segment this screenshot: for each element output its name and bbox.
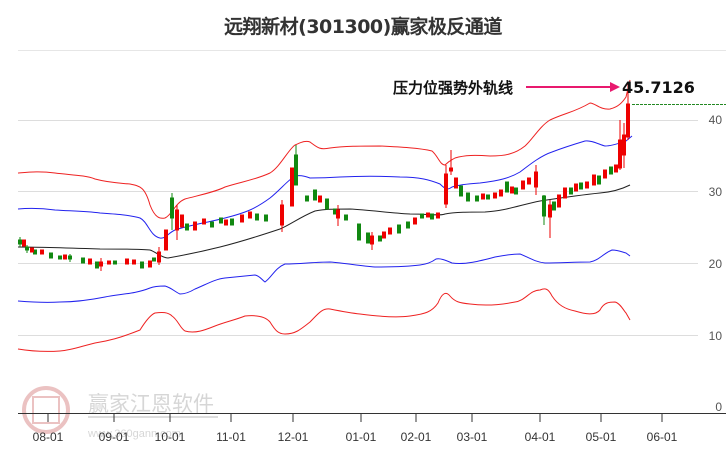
outer-lower-band: [17, 288, 631, 352]
x-tick-09-01: 09-01: [99, 430, 130, 444]
y-tick-40: 40: [709, 113, 723, 127]
watermark-url: www.360gann.com: [87, 428, 181, 440]
y-tick-0: 0: [715, 400, 722, 414]
y-tick-30: 30: [709, 185, 723, 199]
resistance-annotation: 压力位强势外轨线 45.7126: [393, 78, 695, 97]
annotation-value: 45.7126: [622, 78, 695, 97]
y-tick-20: 20: [709, 257, 723, 271]
x-tick-02-01: 02-01: [401, 430, 432, 444]
x-tick-01-01: 01-01: [346, 430, 377, 444]
middle-line: [17, 184, 631, 259]
y-axis: 40 30 20 10 0: [709, 113, 723, 414]
x-tick-08-01: 08-01: [33, 430, 64, 444]
inner-lower-band: [17, 249, 631, 303]
x-tick-10-01: 10-01: [155, 430, 186, 444]
x-axis: 08-01 09-01 10-01 11-01 12-01 01-01 02-0…: [18, 413, 726, 444]
y-tick-10: 10: [709, 329, 723, 343]
x-tick-05-01: 05-01: [586, 430, 617, 444]
gridlines: [18, 120, 698, 336]
arrow-right-icon: [610, 82, 620, 92]
annotation-label: 压力位强势外轨线: [393, 79, 513, 97]
candlesticks: [18, 84, 630, 271]
inner-upper-band: [17, 135, 633, 239]
watermark-brand: 赢家江恩软件: [88, 392, 214, 416]
chart-title: 远翔新材(301300)赢家极反通道: [224, 16, 502, 38]
watermark: 赢家江恩软件 www.360gann.com: [22, 386, 218, 440]
x-tick-06-01: 06-01: [647, 430, 678, 444]
watermark-seal-icon: [22, 386, 70, 434]
x-tick-12-01: 12-01: [278, 430, 309, 444]
title-divider: [18, 50, 726, 51]
x-tick-03-01: 03-01: [457, 430, 488, 444]
outer-upper-band: [17, 79, 631, 219]
x-tick-04-01: 04-01: [525, 430, 556, 444]
x-tick-11-01: 11-01: [216, 430, 246, 444]
